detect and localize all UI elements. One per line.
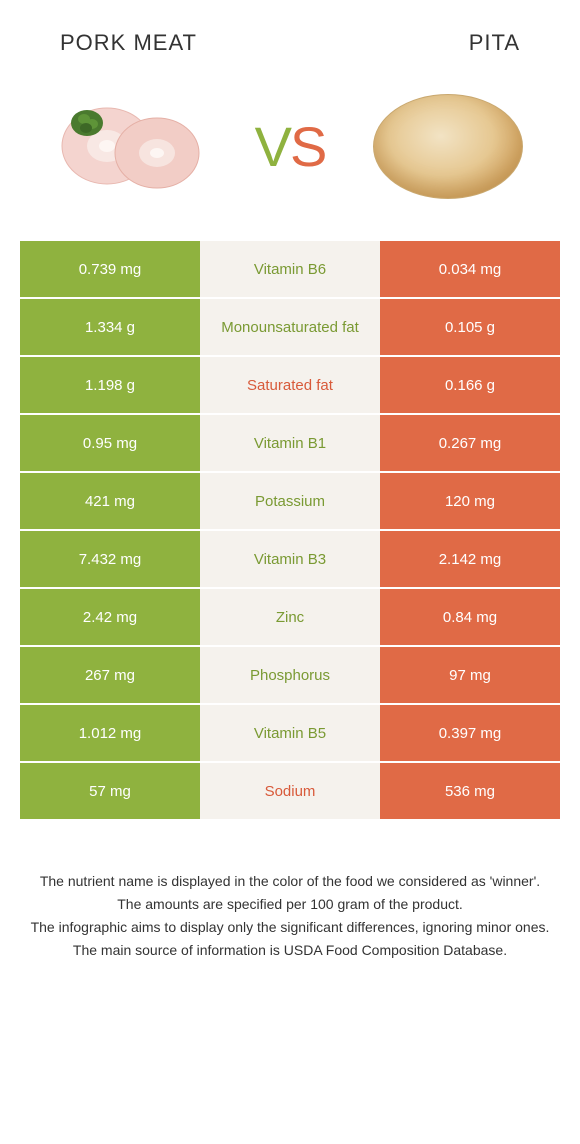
- images-row: VS: [0, 66, 580, 241]
- right-value: 97 mg: [380, 647, 560, 703]
- nutrient-label: Saturated fat: [200, 357, 380, 413]
- left-value: 267 mg: [20, 647, 200, 703]
- pork-icon: [52, 91, 212, 201]
- pork-image: [52, 86, 212, 206]
- nutrient-label: Vitamin B1: [200, 415, 380, 471]
- footer-line: The nutrient name is displayed in the co…: [30, 871, 550, 892]
- left-food-title: PORK MEAT: [60, 30, 197, 56]
- table-row: 1.012 mgVitamin B50.397 mg: [20, 705, 560, 761]
- footer-line: The amounts are specified per 100 gram o…: [30, 894, 550, 915]
- table-row: 0.95 mgVitamin B10.267 mg: [20, 415, 560, 471]
- header: PORK MEAT PITA: [0, 0, 580, 66]
- nutrient-label: Vitamin B5: [200, 705, 380, 761]
- table-row: 0.739 mgVitamin B60.034 mg: [20, 241, 560, 297]
- left-value: 1.334 g: [20, 299, 200, 355]
- table-row: 1.198 gSaturated fat0.166 g: [20, 357, 560, 413]
- table-row: 57 mgSodium536 mg: [20, 763, 560, 819]
- left-value: 2.42 mg: [20, 589, 200, 645]
- nutrient-label: Vitamin B6: [200, 241, 380, 297]
- right-value: 0.105 g: [380, 299, 560, 355]
- nutrient-label: Vitamin B3: [200, 531, 380, 587]
- table-row: 1.334 gMonounsaturated fat0.105 g: [20, 299, 560, 355]
- left-value: 0.739 mg: [20, 241, 200, 297]
- nutrient-label: Monounsaturated fat: [200, 299, 380, 355]
- nutrient-label: Phosphorus: [200, 647, 380, 703]
- right-value: 0.267 mg: [380, 415, 560, 471]
- left-value: 421 mg: [20, 473, 200, 529]
- vs-v-letter: V: [255, 115, 290, 178]
- table-row: 267 mgPhosphorus97 mg: [20, 647, 560, 703]
- table-row: 2.42 mgZinc0.84 mg: [20, 589, 560, 645]
- left-value: 1.012 mg: [20, 705, 200, 761]
- left-value: 0.95 mg: [20, 415, 200, 471]
- left-value: 57 mg: [20, 763, 200, 819]
- vs-label: VS: [255, 114, 326, 179]
- right-value: 0.84 mg: [380, 589, 560, 645]
- right-value: 0.034 mg: [380, 241, 560, 297]
- comparison-table: 0.739 mgVitamin B60.034 mg1.334 gMonouns…: [20, 241, 560, 819]
- nutrient-label: Potassium: [200, 473, 380, 529]
- right-value: 0.166 g: [380, 357, 560, 413]
- footer-notes: The nutrient name is displayed in the co…: [0, 821, 580, 961]
- right-food-title: PITA: [469, 30, 520, 56]
- pita-icon: [373, 94, 523, 199]
- footer-line: The infographic aims to display only the…: [30, 917, 550, 938]
- right-value: 2.142 mg: [380, 531, 560, 587]
- pita-image: [368, 86, 528, 206]
- table-row: 7.432 mgVitamin B32.142 mg: [20, 531, 560, 587]
- right-value: 0.397 mg: [380, 705, 560, 761]
- footer-line: The main source of information is USDA F…: [30, 940, 550, 961]
- nutrient-label: Sodium: [200, 763, 380, 819]
- nutrient-label: Zinc: [200, 589, 380, 645]
- vs-s-letter: S: [290, 115, 325, 178]
- table-row: 421 mgPotassium120 mg: [20, 473, 560, 529]
- right-value: 120 mg: [380, 473, 560, 529]
- left-value: 1.198 g: [20, 357, 200, 413]
- left-value: 7.432 mg: [20, 531, 200, 587]
- right-value: 536 mg: [380, 763, 560, 819]
